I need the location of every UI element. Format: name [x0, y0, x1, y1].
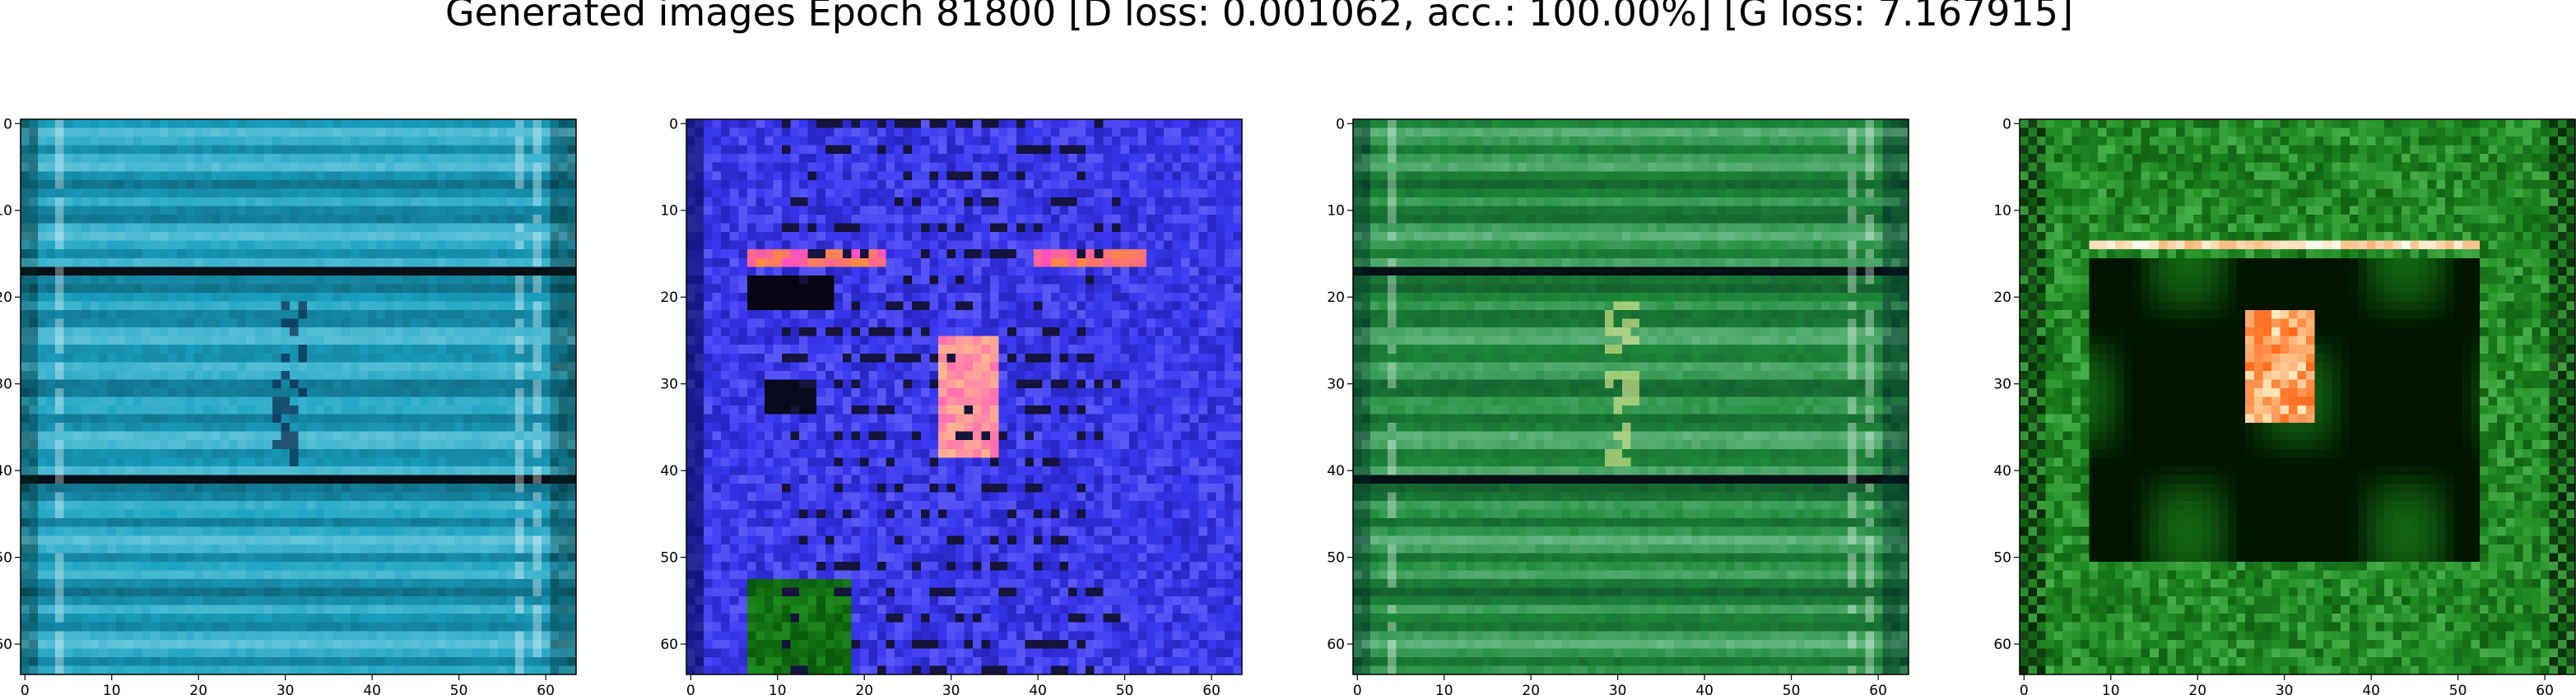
generated-image-3 [1353, 119, 1909, 674]
y-tick-label: 20 [660, 290, 678, 306]
y-tick-label: 60 [1993, 637, 2011, 653]
x-tick-label: 0 [1353, 683, 1362, 695]
y-tick-label: 20 [1993, 290, 2011, 306]
x-tick-label: 50 [1783, 683, 1801, 695]
x-tick-label: 50 [1116, 683, 1134, 695]
x-tick-label: 60 [537, 683, 555, 695]
axes-frame [686, 118, 1243, 675]
y-tick-label: 10 [0, 203, 12, 220]
axes-frame [20, 118, 577, 675]
x-tick-label: 60 [1869, 683, 1887, 695]
y-tick-label: 40 [0, 463, 12, 480]
y-tick-label: 30 [0, 377, 12, 393]
axes-frame [1352, 118, 1909, 675]
x-tick-label: 40 [363, 683, 381, 695]
y-tick-label: 30 [1327, 377, 1345, 393]
subplot-4: 0 10 20 30 40 50 60 0 10 20 30 40 50 60 [1993, 116, 2576, 695]
x-tick-label: 50 [2449, 683, 2467, 695]
y-tick-label: 30 [1993, 377, 2011, 393]
x-tick-label: 30 [2276, 683, 2294, 695]
figure-title: Generated images Epoch 81800 [D loss: 0.… [445, 0, 2073, 35]
generated-image-1 [21, 119, 576, 674]
subplot-2: 0 10 20 30 40 50 60 0 10 20 30 40 50 60 [660, 116, 1243, 695]
y-tick-label: 0 [3, 116, 12, 132]
generated-image-4 [2020, 119, 2575, 674]
y-tick-label: 50 [0, 550, 12, 567]
x-tick-label: 50 [450, 683, 468, 695]
x-tick-label: 0 [21, 683, 30, 695]
x-tick-label: 10 [1435, 683, 1453, 695]
y-tick-label: 60 [1327, 637, 1345, 653]
y-tick-label: 60 [660, 637, 678, 653]
y-tick-label: 0 [2002, 116, 2011, 132]
x-tick-label: 20 [1522, 683, 1540, 695]
x-tick-label: 0 [2020, 683, 2029, 695]
x-tick-label: 40 [1029, 683, 1047, 695]
subplot-1: 0 10 20 30 40 50 60 0 10 20 30 40 50 60 [0, 116, 577, 695]
x-tick-label: 40 [1695, 683, 1713, 695]
x-tick-label: 10 [2102, 683, 2120, 695]
y-tick-label: 20 [0, 290, 12, 306]
axes-frame [2019, 118, 2576, 675]
x-tick-label: 60 [1202, 683, 1221, 695]
y-tick-label: 60 [0, 637, 12, 653]
x-tick-label: 30 [942, 683, 960, 695]
x-tick-label: 30 [1609, 683, 1627, 695]
x-tick-label: 40 [2362, 683, 2380, 695]
y-tick-label: 40 [660, 463, 678, 480]
y-tick-label: 10 [660, 203, 678, 220]
subplot-3: 0 10 20 30 40 50 60 0 10 20 30 40 50 60 [1327, 116, 1909, 695]
y-tick-label: 40 [1993, 463, 2011, 480]
y-tick-label: 0 [1336, 116, 1345, 132]
y-tick-label: 20 [1327, 290, 1345, 306]
y-tick-label: 30 [660, 377, 678, 393]
x-tick-label: 20 [855, 683, 873, 695]
x-tick-label: 10 [769, 683, 787, 695]
y-tick-label: 50 [1993, 550, 2011, 567]
x-tick-label: 10 [103, 683, 121, 695]
x-tick-label: 20 [189, 683, 207, 695]
y-tick-label: 10 [1327, 203, 1345, 220]
x-tick-label: 20 [2188, 683, 2206, 695]
y-tick-label: 10 [1993, 203, 2011, 220]
generated-image-2 [686, 119, 1242, 674]
y-tick-label: 50 [660, 550, 678, 567]
y-tick-label: 40 [1327, 463, 1345, 480]
y-tick-label: 50 [1327, 550, 1345, 567]
x-tick-label: 0 [686, 683, 695, 695]
x-tick-label: 60 [2536, 683, 2554, 695]
x-tick-label: 30 [277, 683, 295, 695]
y-tick-label: 0 [669, 116, 678, 132]
